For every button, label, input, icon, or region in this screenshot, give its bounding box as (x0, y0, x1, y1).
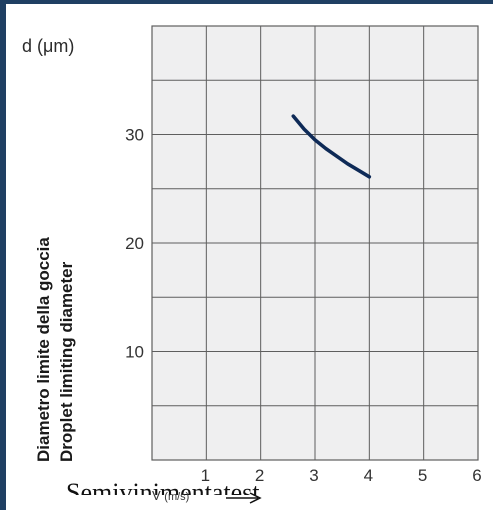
y-tick-label: 10 (125, 343, 144, 362)
clipped-caption-text: Semivinimentatest (66, 478, 260, 495)
plot-border (151, 25, 479, 461)
x-axis-unit: (m/s) (164, 491, 190, 503)
x-tick-label: 1 (201, 466, 210, 485)
y-axis-unit-label: d (μm) (22, 36, 75, 56)
x-tick-label: 3 (309, 466, 318, 485)
y-tick-label: 20 (125, 234, 144, 253)
x-axis-label: V (m/s) (152, 488, 189, 503)
series-line (291, 114, 372, 179)
y-tick-label: 30 (125, 126, 144, 145)
x-tick-label: 5 (418, 466, 427, 485)
x-tick-label: 4 (364, 466, 373, 485)
x-axis-variable: V (152, 488, 161, 503)
x-axis-arrow-icon (226, 492, 262, 504)
x-tick-label: 2 (255, 466, 264, 485)
x-tick-label: 6 (472, 466, 481, 485)
